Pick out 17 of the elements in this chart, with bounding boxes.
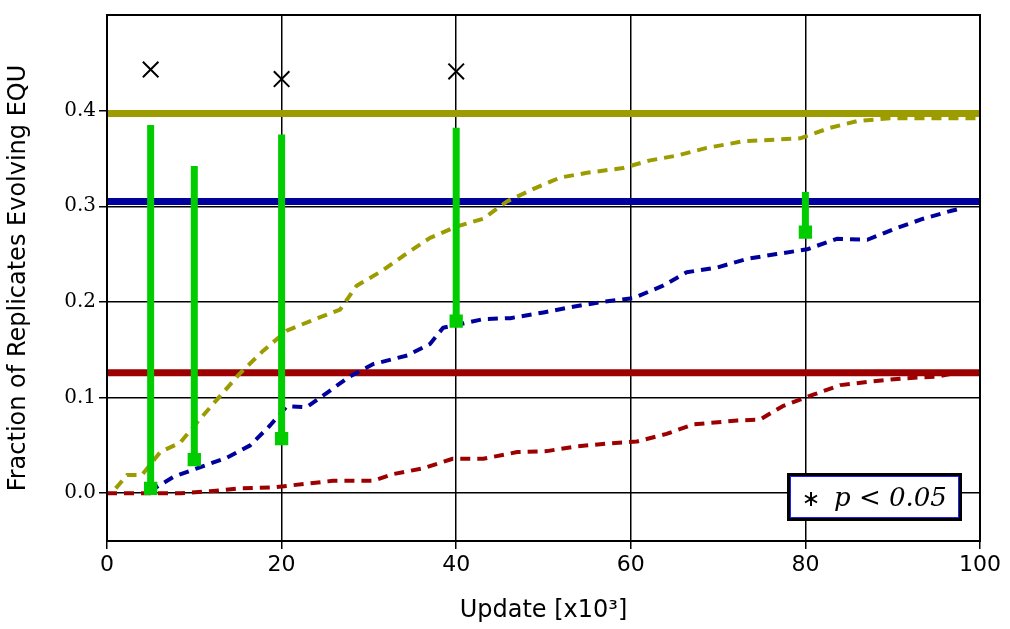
y-tick-label: 0.2: [64, 288, 96, 313]
y-tick-label: 0.3: [64, 192, 96, 217]
x-axis-title: Update [x10³]: [459, 594, 628, 623]
x-tick-label: 20: [267, 550, 296, 576]
legend-label: p < 0.05: [834, 482, 947, 512]
y-tick-label: 0.4: [64, 96, 96, 121]
y-tick-label: 0.1: [64, 383, 96, 408]
point: [272, 70, 291, 88]
x-tick-label: 100: [959, 550, 1001, 576]
x-tick-label: 60: [616, 550, 645, 576]
point: [447, 62, 465, 81]
x-tick-label: 80: [791, 550, 820, 576]
y-axis-title: Fraction of Replicates Evolving EQU: [2, 64, 31, 492]
x-tick-label: 40: [442, 550, 471, 576]
y-tick-label: 0.0: [64, 479, 96, 504]
point: [141, 60, 160, 79]
x-tick-label: 0: [100, 550, 114, 576]
